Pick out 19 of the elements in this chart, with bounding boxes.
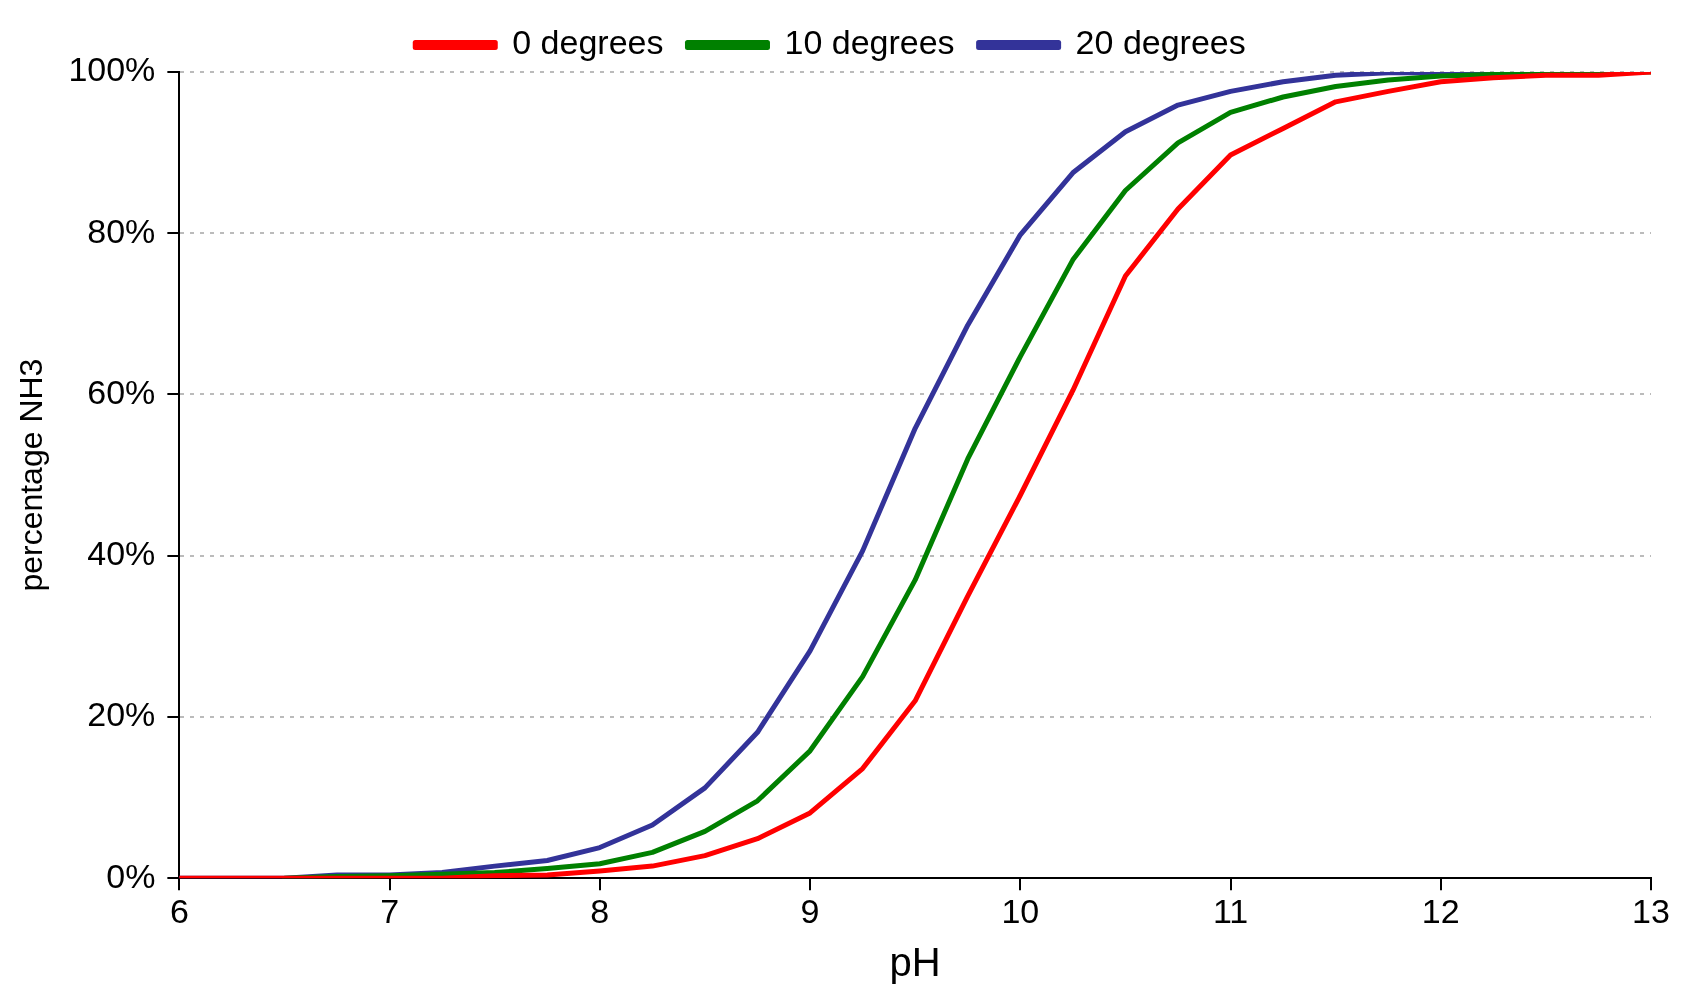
y-tick-label: 60% [87, 372, 156, 411]
x-tick-label: 13 [1632, 891, 1670, 930]
y-tick-label: 100% [68, 50, 156, 89]
x-tick-label: 7 [380, 891, 400, 930]
x-tick-label: 6 [169, 891, 189, 930]
y-axis-title: percentage NH3 [13, 358, 50, 592]
legend-label: 20 degrees [1075, 23, 1246, 62]
y-tick-label: 0% [106, 856, 156, 895]
y-tick-label: 80% [87, 211, 156, 250]
x-axis-title: pH [889, 940, 941, 985]
x-tick-label: 8 [590, 891, 610, 930]
legend-label: 0 degrees [512, 23, 664, 62]
x-tick-label: 11 [1212, 891, 1249, 930]
y-tick-label: 20% [87, 695, 156, 734]
x-tick-label: 9 [800, 891, 820, 930]
legend-label: 10 degrees [784, 23, 955, 62]
x-tick-label: 12 [1421, 891, 1460, 930]
y-tick-label: 40% [87, 534, 156, 573]
x-tick-label: 10 [1001, 891, 1040, 930]
